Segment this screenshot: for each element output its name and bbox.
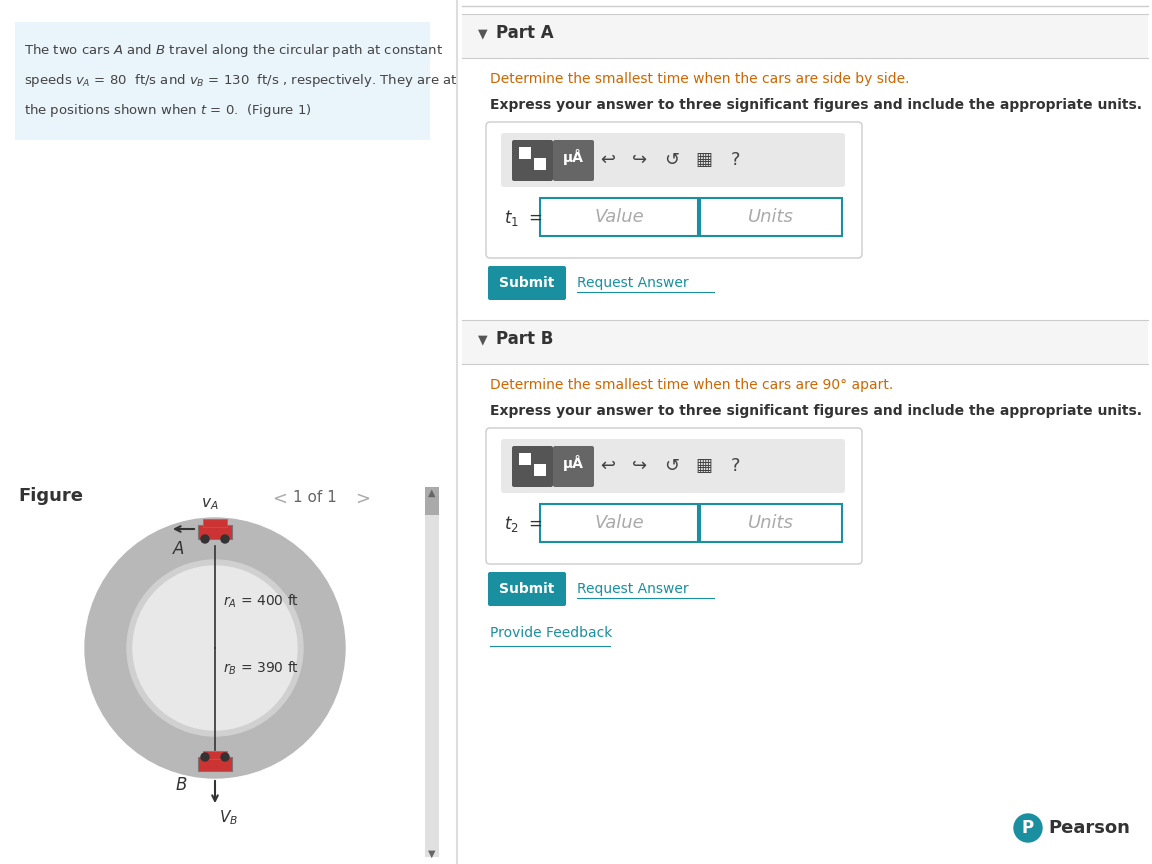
Text: speeds $v_A$ = 80  ft/s and $v_B$ = 130  ft/s , respectively. They are at: speeds $v_A$ = 80 ft/s and $v_B$ = 130 f… <box>24 72 457 89</box>
Text: Express your answer to three significant figures and include the appropriate uni: Express your answer to three significant… <box>490 404 1142 418</box>
Text: Submit: Submit <box>499 276 554 290</box>
FancyBboxPatch shape <box>501 439 846 493</box>
FancyBboxPatch shape <box>486 122 862 258</box>
Text: μÅ: μÅ <box>562 149 584 165</box>
Text: $B$: $B$ <box>175 776 187 794</box>
Circle shape <box>85 518 344 778</box>
Text: ▲: ▲ <box>429 488 435 498</box>
Text: ▼: ▼ <box>478 333 487 346</box>
Text: the positions shown when $t$ = 0.  (Figure 1): the positions shown when $t$ = 0. (Figur… <box>24 102 312 119</box>
Text: Part A: Part A <box>497 24 554 42</box>
Text: $v_A$: $v_A$ <box>202 496 219 511</box>
Text: ?: ? <box>732 457 741 475</box>
Text: 1 of 1: 1 of 1 <box>293 490 336 505</box>
FancyBboxPatch shape <box>198 525 232 539</box>
Text: ↺: ↺ <box>665 151 680 169</box>
Text: ↩: ↩ <box>600 151 615 169</box>
Circle shape <box>1014 814 1043 842</box>
Text: $t_1$  =: $t_1$ = <box>505 208 543 228</box>
FancyBboxPatch shape <box>198 757 232 771</box>
Text: $V_B$: $V_B$ <box>219 808 238 827</box>
FancyBboxPatch shape <box>535 158 546 170</box>
Circle shape <box>127 560 303 736</box>
FancyBboxPatch shape <box>520 453 531 465</box>
Text: ↪: ↪ <box>632 151 647 169</box>
Text: $r_B$ = 390 ft: $r_B$ = 390 ft <box>223 660 300 677</box>
Text: $t_2$  =: $t_2$ = <box>505 514 543 534</box>
FancyBboxPatch shape <box>488 266 566 300</box>
Text: Units: Units <box>748 514 794 532</box>
FancyBboxPatch shape <box>203 519 227 527</box>
Text: ↺: ↺ <box>665 457 680 475</box>
FancyBboxPatch shape <box>501 133 846 187</box>
Circle shape <box>221 753 229 761</box>
FancyBboxPatch shape <box>553 446 594 487</box>
FancyBboxPatch shape <box>462 320 1149 364</box>
FancyBboxPatch shape <box>520 147 531 159</box>
Text: Submit: Submit <box>499 582 554 596</box>
Text: ▼: ▼ <box>478 27 487 40</box>
Text: Request Answer: Request Answer <box>577 276 689 290</box>
FancyBboxPatch shape <box>511 140 553 181</box>
FancyBboxPatch shape <box>540 198 698 236</box>
FancyBboxPatch shape <box>488 572 566 606</box>
Circle shape <box>200 535 209 543</box>
Text: Part B: Part B <box>497 330 553 348</box>
FancyBboxPatch shape <box>425 487 439 515</box>
FancyBboxPatch shape <box>700 504 842 542</box>
Text: P: P <box>1022 819 1034 837</box>
Text: μÅ: μÅ <box>562 455 584 471</box>
Text: ▦: ▦ <box>696 457 712 475</box>
Text: Pearson: Pearson <box>1048 819 1130 837</box>
Text: The two cars $\mathit{A}$ and $\mathit{B}$ travel along the circular path at con: The two cars $\mathit{A}$ and $\mathit{B… <box>24 42 444 59</box>
Text: ▦: ▦ <box>696 151 712 169</box>
Text: $r_A$ = 400 ft: $r_A$ = 400 ft <box>223 593 300 610</box>
FancyBboxPatch shape <box>425 487 439 857</box>
FancyBboxPatch shape <box>540 504 698 542</box>
Circle shape <box>132 566 297 730</box>
FancyBboxPatch shape <box>462 14 1149 58</box>
FancyBboxPatch shape <box>511 446 553 487</box>
FancyBboxPatch shape <box>553 140 594 181</box>
Text: <: < <box>272 490 287 508</box>
Text: Request Answer: Request Answer <box>577 582 689 596</box>
Text: ↩: ↩ <box>600 457 615 475</box>
Text: >: > <box>355 490 370 508</box>
FancyBboxPatch shape <box>486 428 862 564</box>
Text: Value: Value <box>594 514 644 532</box>
Text: $A$: $A$ <box>172 540 185 558</box>
Text: ▼: ▼ <box>429 849 435 859</box>
Text: Figure: Figure <box>18 487 83 505</box>
Text: Determine the smallest time when the cars are side by side.: Determine the smallest time when the car… <box>490 72 909 86</box>
Text: Provide Feedback: Provide Feedback <box>490 626 613 640</box>
FancyBboxPatch shape <box>15 22 430 140</box>
Text: Determine the smallest time when the cars are 90° apart.: Determine the smallest time when the car… <box>490 378 893 392</box>
Text: ↪: ↪ <box>632 457 647 475</box>
Text: Units: Units <box>748 208 794 226</box>
Text: Value: Value <box>594 208 644 226</box>
FancyBboxPatch shape <box>535 464 546 476</box>
Circle shape <box>200 753 209 761</box>
Text: ?: ? <box>732 151 741 169</box>
FancyBboxPatch shape <box>203 751 227 759</box>
FancyBboxPatch shape <box>0 0 440 864</box>
FancyBboxPatch shape <box>700 198 842 236</box>
Text: Express your answer to three significant figures and include the appropriate uni: Express your answer to three significant… <box>490 98 1142 112</box>
Circle shape <box>221 535 229 543</box>
